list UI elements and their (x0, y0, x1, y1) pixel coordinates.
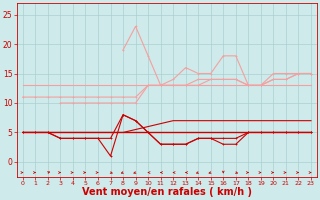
X-axis label: Vent moyen/en rafales ( km/h ): Vent moyen/en rafales ( km/h ) (82, 187, 252, 197)
